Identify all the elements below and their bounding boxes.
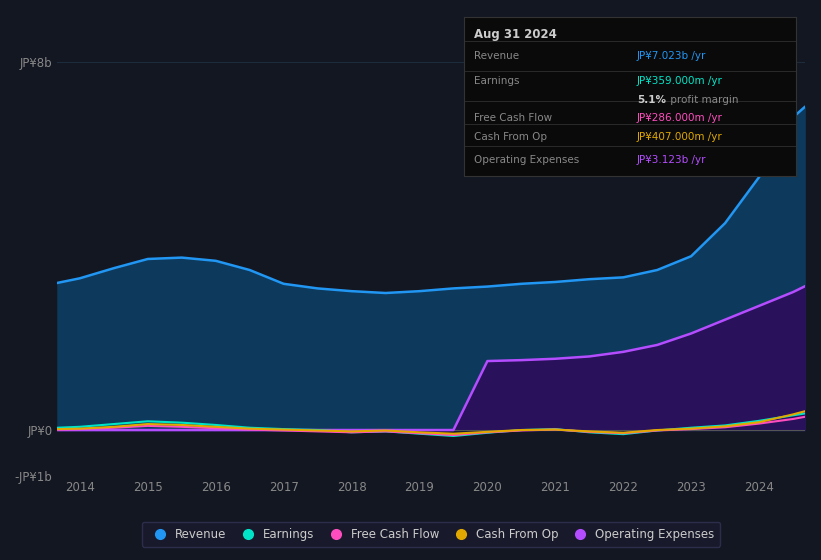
Text: Free Cash Flow: Free Cash Flow <box>474 113 552 123</box>
Text: JP¥359.000m /yr: JP¥359.000m /yr <box>637 76 722 86</box>
Text: Earnings: Earnings <box>474 76 520 86</box>
Text: Operating Expenses: Operating Expenses <box>474 155 579 165</box>
Text: JP¥407.000m /yr: JP¥407.000m /yr <box>637 132 722 142</box>
Text: Aug 31 2024: Aug 31 2024 <box>474 28 557 41</box>
Text: profit margin: profit margin <box>667 95 738 105</box>
Text: 5.1%: 5.1% <box>637 95 666 105</box>
Text: Revenue: Revenue <box>474 51 519 61</box>
Text: JP¥7.023b /yr: JP¥7.023b /yr <box>637 51 706 61</box>
Text: Cash From Op: Cash From Op <box>474 132 547 142</box>
Text: JP¥3.123b /yr: JP¥3.123b /yr <box>637 155 706 165</box>
Text: JP¥286.000m /yr: JP¥286.000m /yr <box>637 113 722 123</box>
Legend: Revenue, Earnings, Free Cash Flow, Cash From Op, Operating Expenses: Revenue, Earnings, Free Cash Flow, Cash … <box>142 522 720 547</box>
